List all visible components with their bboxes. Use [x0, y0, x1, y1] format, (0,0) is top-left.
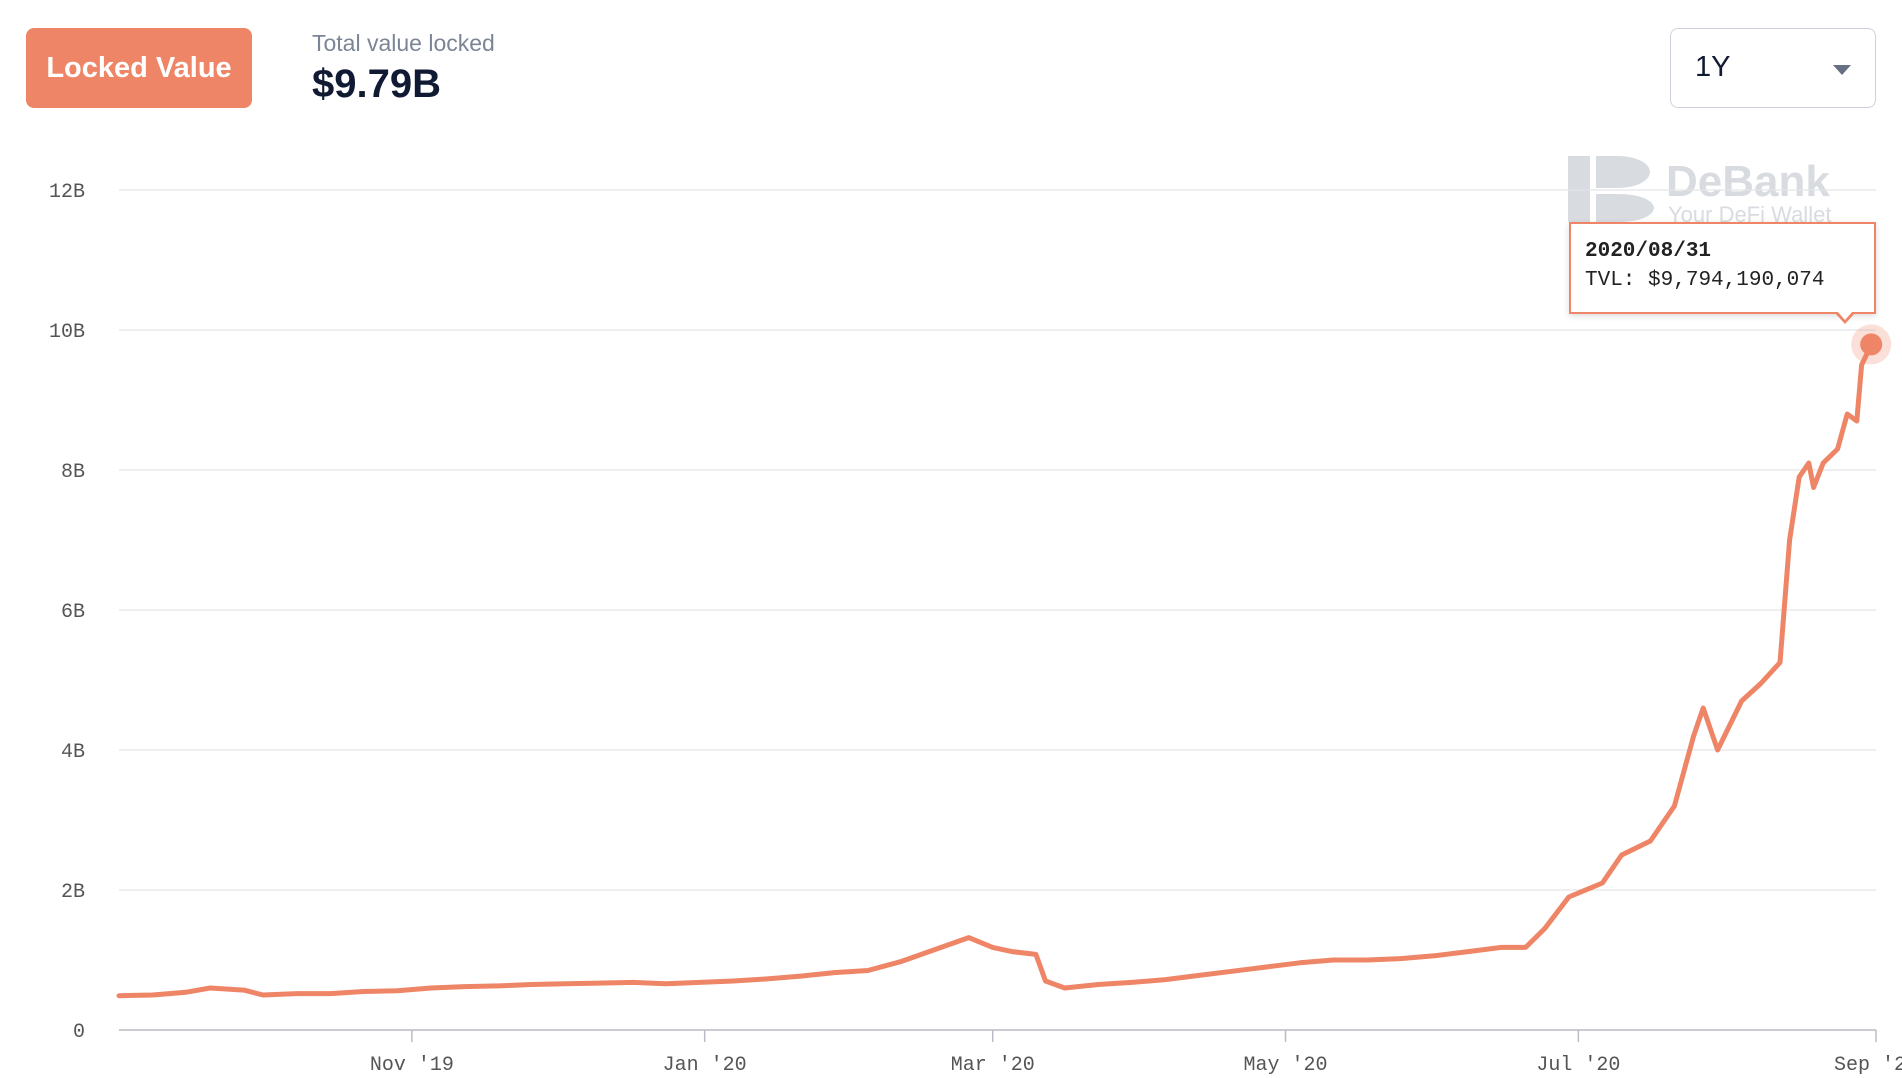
tooltip-date: 2020/08/31 — [1585, 240, 1712, 263]
y-tick-label: 2B — [61, 881, 85, 904]
y-tick-label: 4B — [61, 741, 85, 764]
y-tick-label: 0 — [73, 1021, 85, 1044]
x-axis: Nov '19 Jan '20 Mar '20 May '20 Jul '20 Sep '… — [370, 1030, 1902, 1077]
y-tick-label: 10B — [49, 321, 85, 344]
chevron-down-icon — [1833, 65, 1851, 75]
series-layer — [116, 324, 1892, 999]
highlight-point — [1860, 333, 1883, 356]
y-axis: 0 2B 4B 6B 8B 10B 12B — [49, 181, 85, 1044]
tooltip-value: $9,794,190,074 — [1648, 269, 1825, 292]
grid — [119, 189, 1876, 1031]
tooltip-pointer-fill — [1837, 311, 1853, 320]
x-tick-label: Mar '20 — [951, 1054, 1035, 1077]
tooltip-label: TVL: — [1585, 269, 1636, 292]
tooltip-row: TVL: $9,794,190,074 — [1585, 266, 1874, 296]
x-tick-label: Nov '19 — [370, 1054, 454, 1077]
y-tick-label: 12B — [49, 181, 85, 204]
debank-watermark: DeBank Your DeFi Wallet — [1568, 156, 1831, 227]
tvl-tooltip: 2020/08/31 TVL: $9,794,190,074 — [1569, 222, 1876, 314]
debank-logo-icon — [1568, 156, 1654, 222]
x-tick-label: Sep '20 — [1834, 1054, 1902, 1077]
total-value-label: Total value locked — [312, 30, 495, 56]
x-tick-label: Jan '20 — [663, 1054, 747, 1077]
series-line-tvl — [116, 342, 1874, 999]
x-tick-label: May '20 — [1244, 1054, 1328, 1077]
time-range-select[interactable]: 1Y — [1670, 28, 1876, 108]
watermark-title: DeBank — [1666, 157, 1830, 206]
x-tick-label: Jul '20 — [1536, 1054, 1620, 1077]
y-tick-label: 8B — [61, 461, 85, 484]
y-tick-label: 6B — [61, 601, 85, 624]
total-value-amount: $9.79B — [312, 62, 441, 106]
locked-value-tab[interactable]: Locked Value — [26, 28, 252, 108]
time-range-value: 1Y — [1695, 51, 1731, 83]
